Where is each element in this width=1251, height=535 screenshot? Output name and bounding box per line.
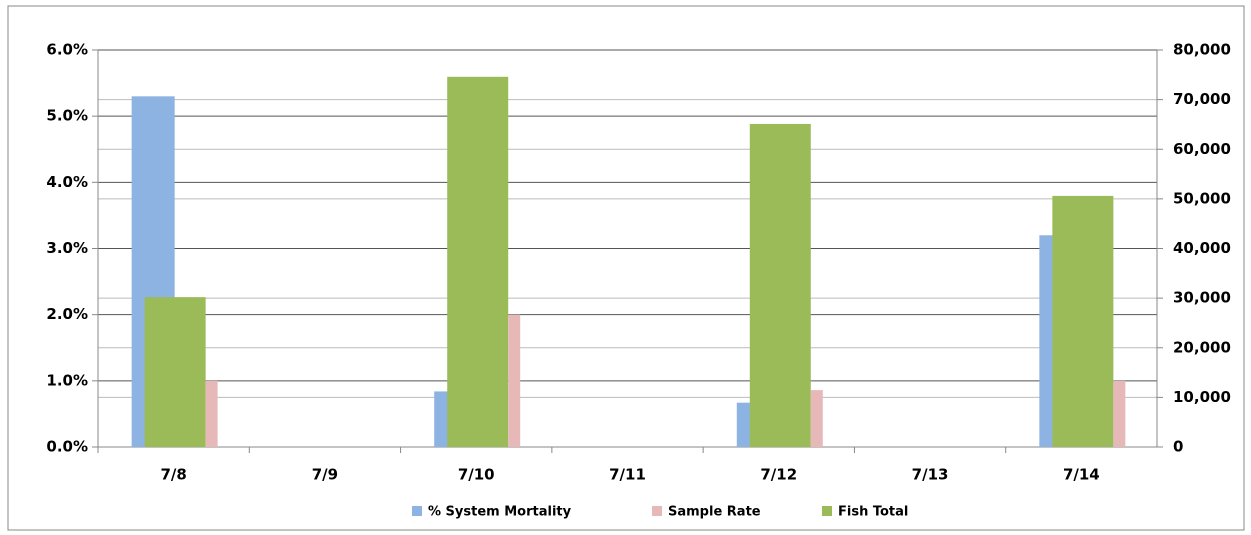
x-tick-label: 7/11 (609, 466, 646, 484)
legend-swatch (412, 506, 422, 516)
y2-tick-label: 0 (1173, 438, 1183, 456)
x-tick-label: 7/13 (912, 466, 949, 484)
bar (1052, 195, 1114, 447)
x-tick-label: 7/9 (312, 466, 338, 484)
y-tick-label: 3.0% (46, 239, 88, 257)
y2-tick-label: 20,000 (1173, 338, 1231, 356)
bar (447, 76, 509, 448)
x-tick-label: 7/8 (160, 466, 186, 484)
y2-tick-label: 40,000 (1173, 239, 1231, 257)
y-tick-label: 4.0% (46, 173, 88, 191)
bar (810, 390, 823, 447)
y-tick-label: 1.0% (46, 371, 88, 389)
bar (144, 297, 206, 447)
y-tick-label: 6.0% (46, 41, 88, 59)
legend-swatch (652, 506, 662, 516)
bar (749, 123, 811, 447)
legend-label: Fish Total (838, 505, 908, 520)
y-tick-label: 5.0% (46, 107, 88, 125)
x-tick-label: 7/14 (1063, 466, 1100, 484)
bar (1113, 380, 1126, 447)
y-tick-label: 2.0% (46, 305, 88, 323)
bar (205, 380, 218, 447)
legend-label: % System Mortality (428, 505, 572, 520)
legend-label: Sample Rate (668, 505, 761, 520)
y2-tick-label: 60,000 (1173, 140, 1231, 158)
y2-tick-label: 70,000 (1173, 90, 1231, 108)
x-tick-label: 7/10 (458, 466, 495, 484)
bar (508, 314, 521, 447)
y2-tick-label: 80,000 (1173, 41, 1231, 59)
y2-tick-label: 10,000 (1173, 388, 1231, 406)
y-tick-label: 0.0% (46, 438, 88, 456)
y2-tick-label: 50,000 (1173, 189, 1231, 207)
y2-tick-label: 30,000 (1173, 289, 1231, 307)
x-tick-label: 7/12 (760, 466, 797, 484)
legend-swatch (822, 506, 832, 516)
